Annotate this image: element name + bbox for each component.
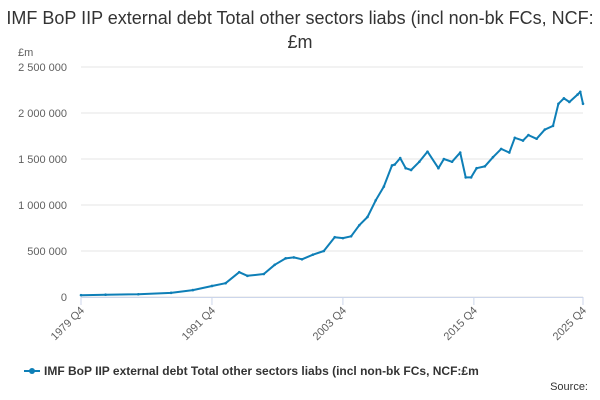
- series-layer: [79, 90, 585, 297]
- data-point[interactable]: [104, 293, 107, 297]
- data-point[interactable]: [562, 96, 566, 100]
- data-point[interactable]: [349, 234, 353, 238]
- data-point[interactable]: [469, 176, 473, 179]
- data-point[interactable]: [262, 272, 266, 276]
- data-point[interactable]: [581, 102, 585, 106]
- y-tick-label: 2 000 000: [18, 108, 67, 120]
- x-tick-label: 2015 Q4: [442, 305, 480, 343]
- legend-line-marker-icon: [24, 366, 40, 376]
- data-point[interactable]: [169, 291, 173, 295]
- data-point[interactable]: [442, 157, 446, 161]
- data-point[interactable]: [535, 137, 538, 141]
- y-tick-label: 1 000 000: [18, 200, 67, 212]
- y-axis-unit-label: £m: [18, 47, 33, 59]
- data-point[interactable]: [557, 102, 560, 106]
- data-point[interactable]: [568, 100, 571, 104]
- data-point[interactable]: [458, 151, 462, 154]
- data-point[interactable]: [366, 215, 369, 219]
- y-tick-label: 0: [61, 292, 67, 304]
- x-tick-label: 2025 Q4: [551, 305, 589, 343]
- chart-title: IMF BoP IIP external debt Total other se…: [6, 8, 594, 52]
- data-point[interactable]: [273, 263, 277, 267]
- data-point[interactable]: [578, 90, 582, 94]
- data-point[interactable]: [483, 165, 487, 168]
- data-point[interactable]: [237, 270, 241, 274]
- data-point[interactable]: [508, 151, 511, 154]
- data-point[interactable]: [543, 128, 547, 131]
- data-point[interactable]: [284, 257, 287, 260]
- data-point[interactable]: [499, 147, 503, 151]
- data-point[interactable]: [404, 166, 407, 170]
- data-point[interactable]: [374, 199, 377, 202]
- data-point[interactable]: [513, 136, 517, 140]
- data-point[interactable]: [292, 256, 296, 259]
- legend[interactable]: IMF BoP IIP external debt Total other se…: [24, 364, 479, 378]
- data-point[interactable]: [426, 150, 429, 153]
- data-point[interactable]: [475, 166, 478, 170]
- y-tick-label: 1 500 000: [18, 154, 67, 166]
- data-point[interactable]: [409, 168, 413, 172]
- y-tick-label: 500 000: [27, 246, 67, 258]
- data-point[interactable]: [191, 288, 195, 292]
- x-tick-label: 2003 Q4: [311, 305, 349, 343]
- data-point[interactable]: [551, 124, 555, 128]
- data-point[interactable]: [341, 236, 345, 240]
- data-point[interactable]: [464, 176, 467, 179]
- legend-series-label: IMF BoP IIP external debt Total other se…: [44, 364, 479, 378]
- data-point[interactable]: [390, 164, 394, 167]
- x-tick-label: 1991 Q4: [180, 305, 218, 343]
- source-label: Source:: [550, 381, 588, 393]
- data-point[interactable]: [382, 185, 386, 188]
- data-point[interactable]: [418, 160, 421, 164]
- data-point[interactable]: [450, 160, 454, 164]
- data-point[interactable]: [246, 274, 249, 278]
- data-point[interactable]: [322, 249, 326, 253]
- series-line[interactable]: [80, 90, 584, 297]
- data-point[interactable]: [300, 257, 304, 261]
- data-point[interactable]: [224, 281, 227, 285]
- data-point[interactable]: [136, 292, 140, 296]
- axis-layer: 0 500 000 1 000 000 1 500 000 2 000 000 2 500…: [18, 47, 589, 343]
- x-tick-label: 1979 Q4: [49, 305, 87, 343]
- data-point[interactable]: [311, 253, 315, 256]
- data-point[interactable]: [333, 235, 337, 239]
- y-tick-label: 2 500 000: [18, 62, 67, 74]
- data-point[interactable]: [393, 163, 397, 166]
- data-point[interactable]: [79, 293, 83, 297]
- data-point[interactable]: [527, 133, 530, 137]
- data-point[interactable]: [210, 284, 214, 288]
- grid-layer: [81, 66, 583, 298]
- data-point[interactable]: [521, 139, 525, 142]
- data-point[interactable]: [398, 156, 402, 160]
- data-point[interactable]: [437, 166, 440, 170]
- data-point[interactable]: [576, 93, 579, 96]
- data-point[interactable]: [357, 223, 361, 227]
- data-point[interactable]: [491, 155, 495, 159]
